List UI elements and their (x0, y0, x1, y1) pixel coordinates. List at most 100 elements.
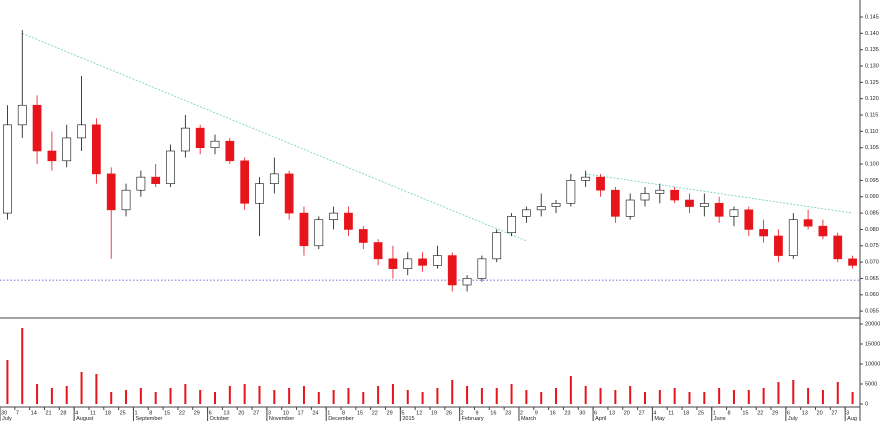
volume-bar (6, 360, 9, 404)
x-tick-label: 3 (268, 410, 271, 416)
candle-body (759, 229, 768, 237)
x-tick-label: 23 (564, 410, 570, 416)
volume-bar (50, 388, 53, 404)
candle-body (166, 150, 175, 184)
x-tick-label: 30 (1, 410, 7, 416)
x-tick-label: 2 (461, 410, 464, 416)
volume-bar (851, 392, 854, 404)
x-tick-label: 11 (90, 410, 96, 416)
month-label: August (76, 416, 94, 421)
month-label: March (521, 416, 536, 421)
x-tick-label: 20 (238, 410, 244, 416)
volume-bar (125, 390, 128, 404)
candle-body (729, 209, 739, 217)
x-tick-label: 10 (283, 410, 289, 416)
x-tick-label: 11 (668, 410, 674, 416)
volume-bar (377, 386, 380, 404)
volume-bar (540, 392, 543, 404)
volume-bar (436, 388, 439, 404)
x-tick-label: 8 (149, 410, 152, 416)
volume-bar (362, 392, 365, 404)
candle-body (210, 140, 220, 149)
volume-bar (317, 392, 320, 404)
month-label: February (462, 416, 484, 421)
y-tick-label: 0.110 (865, 129, 878, 135)
volume-bar (658, 390, 661, 404)
candle-body (670, 189, 680, 201)
y-tick-label: 0.120 (865, 96, 879, 102)
volume-tick-label: 15000 (865, 341, 880, 347)
candle-body (655, 189, 665, 194)
candle-body (477, 258, 487, 279)
candle-body (551, 202, 561, 207)
candle-body (596, 176, 605, 191)
x-tick-label: 16 (550, 410, 556, 416)
volume-bar (777, 382, 780, 404)
volume-tick-label: 20000 (865, 321, 880, 327)
candle-body (492, 232, 502, 260)
x-tick-label: 6 (209, 410, 212, 416)
candle-body (32, 104, 42, 152)
candle-body (699, 202, 709, 207)
x-tick-label: 18 (683, 410, 689, 416)
candle-body (329, 212, 338, 220)
candle-body (284, 173, 294, 214)
x-tick-label: 22 (179, 410, 185, 416)
candle-body (17, 104, 27, 126)
y-tick-label: 0.140 (865, 31, 879, 37)
volume-bar (495, 388, 498, 404)
month-label: November (269, 416, 295, 421)
candle-body (358, 229, 368, 243)
x-tick-label: 27 (253, 410, 259, 416)
x-tick-label: 20 (817, 410, 823, 416)
volume-bar (688, 392, 691, 404)
month-label: July (788, 416, 798, 421)
candle-body (536, 206, 546, 211)
volume-bar (747, 390, 750, 404)
candle-body (522, 209, 531, 217)
volume-bar (451, 380, 454, 404)
volume-tick-label: 0 (865, 401, 868, 407)
x-tick-label: 1 (327, 410, 330, 416)
y-tick-label: 0.115 (865, 112, 878, 118)
candle-body (803, 219, 813, 227)
volume-bar (762, 388, 765, 404)
volume-bar (836, 382, 839, 404)
x-tick-label: 14 (31, 410, 37, 416)
month-label: 2015 (402, 416, 414, 421)
trendline (585, 173, 853, 214)
x-tick-label: 6 (787, 410, 790, 416)
x-tick-label: 24 (312, 410, 318, 416)
candle-body (77, 124, 86, 139)
x-tick-label: 13 (223, 410, 229, 416)
volume-bar (65, 386, 68, 404)
volume-bar (21, 328, 24, 404)
x-tick-label: 9 (475, 410, 478, 416)
volume-bar (644, 392, 646, 404)
x-tick-label: 19 (431, 410, 437, 416)
candle-body (685, 199, 694, 207)
candle-body (774, 235, 783, 256)
x-tick-label: 15 (164, 410, 170, 416)
candle-body (744, 209, 754, 230)
candle-body (581, 176, 591, 181)
x-tick-label: 5 (401, 410, 404, 416)
candle-body (106, 173, 116, 211)
x-tick-label: 9 (535, 410, 538, 416)
volume-bar (302, 386, 305, 404)
volume-bar (599, 388, 602, 404)
y-tick-label: 0.135 (865, 47, 879, 53)
volume-bar (821, 390, 824, 404)
x-tick-label: 20 (624, 410, 630, 416)
candle-body (255, 183, 264, 204)
volume-bar (228, 386, 231, 404)
y-tick-label: 0.095 (865, 178, 879, 184)
candle-body (566, 180, 576, 204)
x-tick-label: 15 (357, 410, 363, 416)
x-tick-label: 2 (520, 410, 523, 416)
x-tick-label: 6 (594, 410, 597, 416)
volume-bar (732, 390, 735, 404)
y-tick-label: 0.070 (865, 260, 879, 266)
candle-body (151, 176, 161, 184)
